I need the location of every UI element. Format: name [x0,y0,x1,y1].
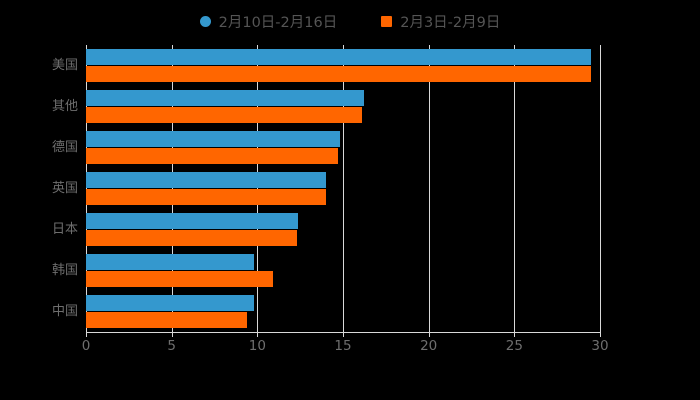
bar-韩国-series-0[interactable] [86,254,254,270]
bar-美国-series-0[interactable] [86,49,592,65]
y-axis-label-韩国: 韩国 [51,262,78,278]
bar-row [86,127,600,168]
x-axis-label-10: 10 [248,338,266,354]
x-axis-label-20: 20 [420,338,438,354]
bar-row [86,45,600,86]
gridline-0 [86,45,87,332]
bar-其他-series-0[interactable] [86,90,364,106]
bar-中国-series-1[interactable] [86,312,248,328]
x-tick-20 [428,332,430,337]
y-axis-label-中国: 中国 [51,303,78,319]
bar-row [86,291,600,332]
legend-circle-marker-icon [199,15,211,27]
bar-日本-series-0[interactable] [86,213,299,229]
bar-英国-series-0[interactable] [86,172,326,188]
bar-其他-series-1[interactable] [86,107,362,123]
legend-item-series-1[interactable]: 2月3日-2月9日 [381,11,500,32]
bar-韩国-series-1[interactable] [86,271,273,287]
gridline-10 [257,45,259,332]
bar-row [86,168,600,209]
x-axis-label-5: 5 [167,338,176,354]
legend-item-series-0[interactable]: 2月10日-2月16日 [199,11,338,32]
y-axis-label-英国: 英国 [51,180,78,196]
y-axis-label-其他: 其他 [51,98,78,114]
bar-中国-series-0[interactable] [86,295,254,311]
bar-row [86,209,600,250]
bar-英国-series-1[interactable] [86,189,326,205]
x-axis-label-25: 25 [505,338,523,354]
bar-德国-series-0[interactable] [86,131,340,147]
bar-row [86,86,600,127]
bar-rows [86,45,600,332]
gridline-5 [171,45,173,332]
y-axis-label-德国: 德国 [51,139,78,155]
x-tick-0 [86,332,87,337]
gridline-20 [428,45,430,332]
bar-德国-series-1[interactable] [86,148,338,164]
bar-row [86,250,600,291]
x-tick-10 [257,332,259,337]
chart-legend: 2月10日-2月16日 2月3日-2月9日 [0,8,700,34]
legend-label-series-0: 2月10日-2月16日 [218,14,338,31]
bar-美国-series-1[interactable] [86,66,592,82]
legend-label-series-1: 2月3日-2月9日 [400,14,501,31]
x-tick-30 [600,332,601,337]
x-tick-5 [171,332,173,337]
x-tick-25 [514,332,516,337]
x-axis-label-0: 0 [81,338,91,354]
bar-日本-series-1[interactable] [86,230,297,246]
y-axis-label-日本: 日本 [51,221,78,237]
gridline-25 [514,45,516,332]
y-axis-labels: 美国其他德国英国日本韩国中国 [0,45,78,332]
gridline-15 [343,45,344,332]
gridline-30 [600,45,601,332]
x-tick-15 [343,332,344,337]
x-axis-label-30: 30 [591,338,609,354]
x-axis-label-15: 15 [334,338,352,354]
legend-square-marker-icon [381,15,393,27]
plot-area [86,45,601,332]
y-axis-label-美国: 美国 [51,57,78,73]
